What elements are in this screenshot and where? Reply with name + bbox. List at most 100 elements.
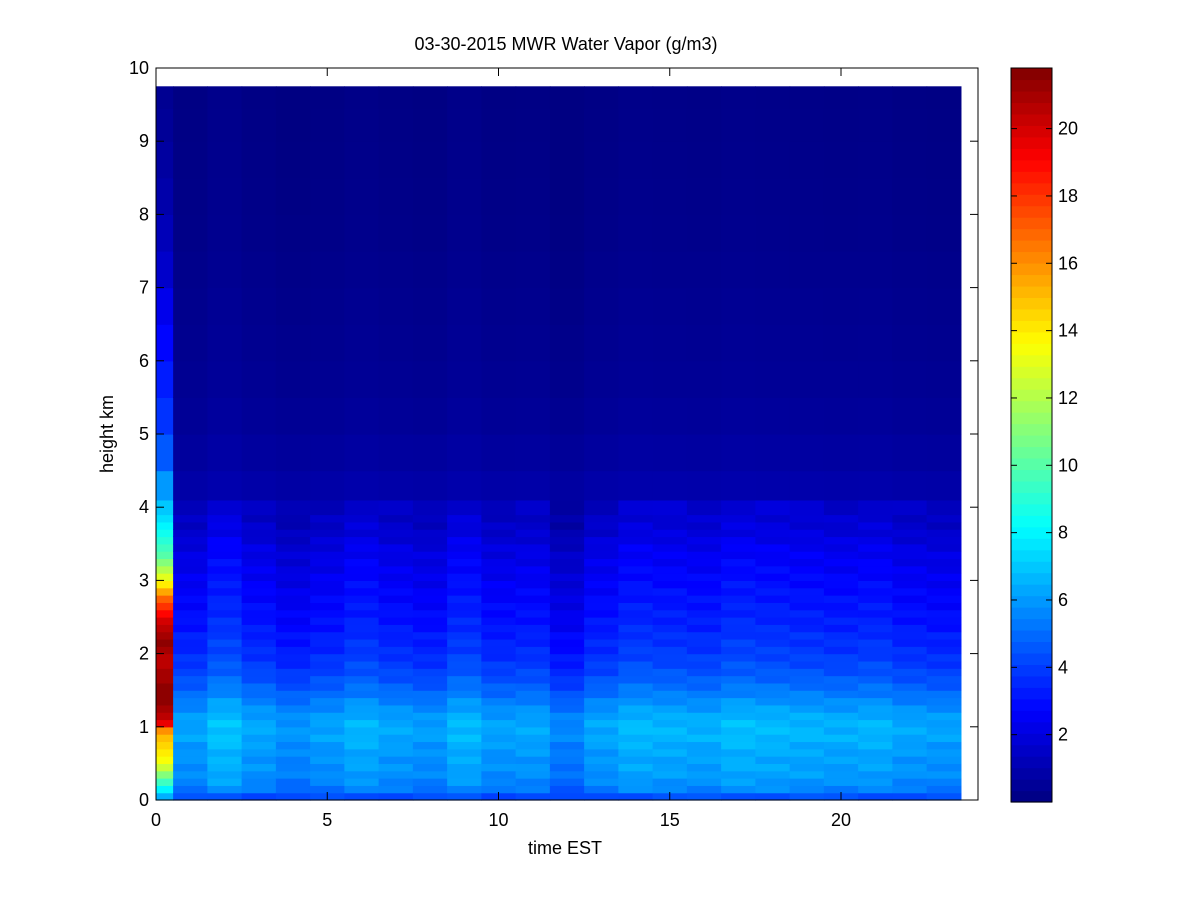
heatmap-cell — [241, 638, 277, 647]
heatmap-cell — [584, 682, 619, 691]
heatmap-cell — [156, 543, 174, 552]
heatmap-cell — [926, 748, 962, 757]
heatmap-cell — [447, 108, 482, 142]
heatmap-cell — [892, 734, 928, 743]
heatmap-cell — [481, 726, 517, 735]
heatmap-cell — [173, 726, 208, 735]
heatmap-cell — [447, 719, 482, 728]
colorbar-segment — [1011, 412, 1052, 425]
heatmap-cell — [515, 617, 551, 625]
heatmap-cell — [412, 177, 448, 215]
heatmap-cell — [515, 609, 551, 618]
heatmap-cell — [721, 558, 756, 567]
heatmap-cell — [481, 251, 517, 289]
heatmap-cell — [515, 499, 551, 516]
heatmap-cell — [584, 551, 619, 560]
heatmap-cell — [275, 551, 311, 560]
heatmap-cell — [652, 726, 688, 735]
heatmap-cell — [926, 108, 962, 142]
heatmap-cell — [378, 653, 414, 662]
heatmap-cell — [241, 108, 277, 142]
heatmap-cell — [686, 697, 722, 706]
heatmap-cell — [549, 514, 585, 523]
heatmap-cell — [207, 86, 243, 109]
heatmap-cell — [618, 704, 654, 713]
heatmap-cell — [275, 668, 311, 677]
heatmap-cell — [686, 434, 722, 472]
heatmap-cell — [241, 86, 277, 109]
heatmap-cell — [755, 719, 791, 728]
heatmap-cell — [823, 778, 859, 786]
heatmap-cell — [378, 565, 414, 574]
heatmap-cell — [721, 697, 756, 706]
heatmap-cell — [823, 609, 859, 618]
heatmap-cell — [618, 653, 654, 662]
heatmap-cell — [549, 573, 585, 581]
heatmap-cell — [412, 756, 448, 764]
heatmap-cell — [858, 756, 893, 764]
heatmap-cell — [344, 785, 380, 794]
heatmap-cell — [926, 756, 962, 764]
heatmap-cell — [892, 434, 928, 472]
heatmap-cell — [721, 580, 756, 589]
heatmap-cell — [173, 543, 208, 552]
heatmap-cell — [789, 719, 825, 728]
colorbar-segment — [1011, 194, 1052, 207]
x-tick-label: 20 — [831, 810, 851, 830]
heatmap-cell — [275, 214, 311, 252]
heatmap-cell — [686, 741, 722, 750]
heatmap-cell — [156, 756, 174, 764]
heatmap-cell — [412, 397, 448, 435]
heatmap-cell — [156, 360, 174, 398]
heatmap-cell — [823, 551, 859, 560]
heatmap-cell — [892, 529, 928, 538]
heatmap-cell — [892, 573, 928, 581]
y-tick-label: 8 — [139, 204, 149, 224]
heatmap-cell — [584, 251, 619, 289]
heatmap-cell — [549, 287, 585, 325]
heatmap-cell — [173, 778, 208, 786]
heatmap-cell — [789, 470, 825, 501]
heatmap-cell — [789, 573, 825, 581]
heatmap-cell — [156, 602, 174, 611]
heatmap-cell — [412, 536, 448, 545]
heatmap-cell — [378, 697, 414, 706]
colorbar-segment — [1011, 182, 1052, 195]
heatmap-cell — [481, 756, 517, 764]
heatmap-cell — [481, 653, 517, 662]
heatmap-cell — [858, 748, 893, 757]
heatmap-cell — [823, 690, 859, 699]
heatmap-cell — [344, 177, 380, 215]
heatmap-cell — [755, 631, 791, 640]
heatmap-cell — [755, 595, 791, 603]
heatmap-cell — [686, 631, 722, 640]
heatmap-cell — [858, 470, 893, 501]
heatmap-cell — [549, 638, 585, 647]
heatmap-cell — [241, 631, 277, 640]
heatmap-cell — [618, 595, 654, 603]
heatmap-cell — [755, 697, 791, 706]
heatmap-cell — [858, 536, 893, 545]
heatmap-cell — [412, 434, 448, 472]
heatmap-cell — [926, 551, 962, 560]
heatmap-cell — [515, 543, 551, 552]
heatmap-cell — [207, 638, 243, 647]
heatmap-cell — [515, 785, 551, 794]
heatmap-cell — [412, 660, 448, 669]
colorbar-tick-label: 14 — [1058, 321, 1078, 341]
heatmap-cell — [275, 638, 311, 647]
heatmap-cell — [156, 712, 174, 721]
heatmap-cell — [584, 631, 619, 640]
heatmap-cell — [447, 675, 482, 684]
heatmap-cell — [173, 690, 208, 699]
heatmap-cell — [241, 726, 277, 735]
heatmap-cell — [549, 529, 585, 538]
heatmap-cell — [584, 573, 619, 581]
heatmap-cell — [721, 653, 756, 662]
heatmap-cell — [447, 770, 482, 779]
heatmap-cell — [755, 609, 791, 618]
colorbar-segment — [1011, 526, 1052, 539]
heatmap-cell — [310, 748, 345, 757]
heatmap-cell — [173, 580, 208, 589]
heatmap-cell — [618, 748, 654, 757]
